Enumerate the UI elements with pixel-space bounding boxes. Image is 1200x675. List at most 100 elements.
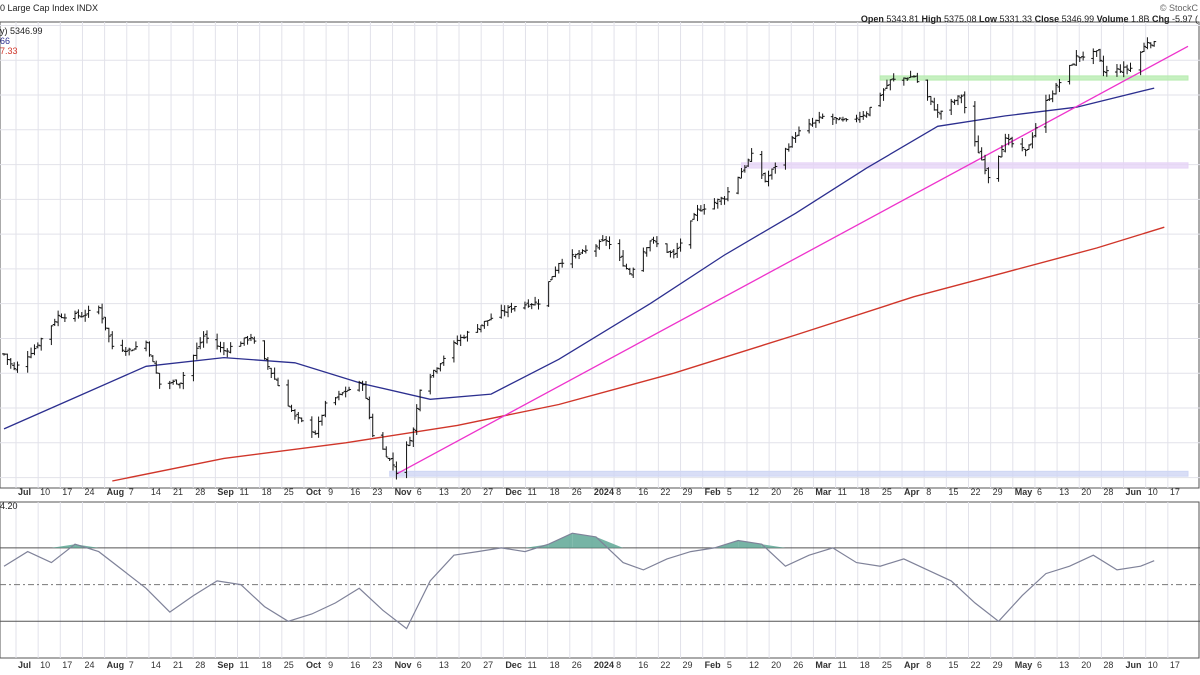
- indicator-overbought-fill: [75, 544, 99, 548]
- zone-green: [879, 75, 1189, 81]
- x-tick-label: 6: [1037, 487, 1042, 497]
- x-tick-label: 5: [727, 487, 732, 497]
- x-tick-label-bottom: May: [1015, 660, 1033, 670]
- x-tick-label: 24: [84, 487, 94, 497]
- x-tick-label: 11: [240, 487, 249, 497]
- x-tick-label: 11: [527, 487, 536, 497]
- x-tick-label: Feb: [705, 487, 722, 497]
- x-tick-label: Aug: [107, 487, 125, 497]
- x-tick-label-bottom: 15: [948, 660, 958, 670]
- indicator-line: [3, 532, 1155, 630]
- quote-volume-label: Volume: [1094, 14, 1131, 24]
- x-tick-label-bottom: 28: [195, 660, 205, 670]
- x-tick-label: 20: [461, 487, 471, 497]
- x-tick-label: Apr: [904, 487, 920, 497]
- x-tick-label: Dec: [505, 487, 522, 497]
- chart-title: 0 Large Cap Index INDX: [0, 3, 99, 13]
- x-tick-label: 20: [771, 487, 781, 497]
- x-tick-label-bottom: 7: [129, 660, 134, 670]
- x-tick-label-bottom: Aug: [107, 660, 125, 670]
- quote-close-label: Close: [1032, 14, 1062, 24]
- x-tick-label-bottom: 11: [838, 660, 847, 670]
- x-tick-label-bottom: 2024: [594, 660, 614, 670]
- x-tick-label-bottom: Jul: [18, 660, 31, 670]
- x-tick-label: 22: [660, 487, 670, 497]
- x-tick-label-bottom: 21: [173, 660, 183, 670]
- indicator-label: 4.20: [0, 501, 18, 511]
- x-tick-label: 6: [417, 487, 422, 497]
- quote-low-value: 5331.33: [999, 14, 1033, 24]
- x-tick-label: Sep: [217, 487, 234, 497]
- quote-low-label: Low: [976, 14, 1000, 24]
- indicator-panel-frame: [0, 501, 1200, 659]
- x-tick-label: 13: [1059, 487, 1069, 497]
- quote-high-value: 5375.08: [943, 14, 977, 24]
- zone-blue: [389, 470, 1189, 477]
- indicator-overbought-fill: [51, 544, 76, 548]
- quote-open-label: Open: [860, 14, 887, 24]
- x-tick-label-bottom: 8: [926, 660, 931, 670]
- x-tick-label-bottom: 29: [683, 660, 693, 670]
- x-tick-label: 8: [926, 487, 931, 497]
- watermark: © StockC: [1159, 3, 1198, 13]
- x-tick-label-bottom: 9: [328, 660, 333, 670]
- x-tick-label: 21: [173, 487, 183, 497]
- x-tick-label-bottom: 20: [771, 660, 781, 670]
- x-tick-label-bottom: 11: [240, 660, 249, 670]
- indicator-overbought-fill: [548, 533, 573, 548]
- x-tick-label: 10: [1148, 487, 1158, 497]
- trendline: [396, 45, 1189, 475]
- quote-line: Open 5343.81 High 5375.08 Low 5331.33 Cl…: [861, 14, 1198, 24]
- x-tick-label-bottom: Nov: [395, 660, 412, 670]
- x-tick-label: 26: [793, 487, 803, 497]
- quote-high-label: High: [918, 14, 944, 24]
- indicator-overbought-fill: [761, 544, 786, 548]
- x-tick-label-bottom: 29: [993, 660, 1003, 670]
- indicator-overbought-fill: [738, 540, 762, 548]
- x-tick-label-bottom: 18: [860, 660, 870, 670]
- legend-ma-long: 7.33: [0, 46, 18, 56]
- x-tick-label: 9: [328, 487, 333, 497]
- x-tick-label: 20: [1081, 487, 1091, 497]
- x-tick-label-bottom: 11: [527, 660, 536, 670]
- legend-price: y) 5346.99: [0, 26, 43, 36]
- x-tick-label: 28: [195, 487, 205, 497]
- x-tick-label-bottom: 17: [62, 660, 72, 670]
- x-tick-label-bottom: 22: [660, 660, 670, 670]
- x-tick-label: 16: [638, 487, 648, 497]
- x-tick-label: 16: [350, 487, 360, 497]
- x-tick-label: 12: [749, 487, 759, 497]
- indicator-overbought-fill: [572, 533, 596, 548]
- x-tick-label: 25: [284, 487, 294, 497]
- x-tick-label: May: [1015, 487, 1033, 497]
- main-panel-frame: [0, 21, 1200, 489]
- x-tick-label: 18: [860, 487, 870, 497]
- quote-volume-value: 1.8B: [1130, 14, 1150, 24]
- quote-chg-label: Chg: [1149, 14, 1172, 24]
- x-tick-label: 28: [1103, 487, 1113, 497]
- x-tick-label-bottom: Jun: [1126, 660, 1142, 670]
- x-tick-label: 15: [948, 487, 958, 497]
- x-tick-label-bottom: 14: [151, 660, 161, 670]
- x-tick-label: Oct: [306, 487, 321, 497]
- x-tick-label-bottom: 25: [284, 660, 294, 670]
- quote-open-value: 5343.81: [886, 14, 919, 24]
- x-tick-label-bottom: Oct: [306, 660, 321, 670]
- x-tick-label-bottom: Sep: [217, 660, 234, 670]
- ma-long-line: [112, 226, 1165, 482]
- ma-short-line: [3, 87, 1155, 430]
- x-tick-label: 26: [572, 487, 582, 497]
- x-tick-label-bottom: 25: [882, 660, 892, 670]
- x-tick-label: 7: [129, 487, 134, 497]
- x-tick-label-bottom: 28: [1103, 660, 1113, 670]
- x-tick-label-bottom: Apr: [904, 660, 920, 670]
- x-tick-label-bottom: 16: [350, 660, 360, 670]
- x-tick-label-bottom: 12: [749, 660, 759, 670]
- x-tick-label: Jun: [1126, 487, 1142, 497]
- x-tick-label-bottom: 26: [793, 660, 803, 670]
- x-tick-label: 25: [882, 487, 892, 497]
- x-tick-label-bottom: 6: [417, 660, 422, 670]
- indicator-overbought-fill: [524, 544, 549, 548]
- x-tick-label: 22: [970, 487, 980, 497]
